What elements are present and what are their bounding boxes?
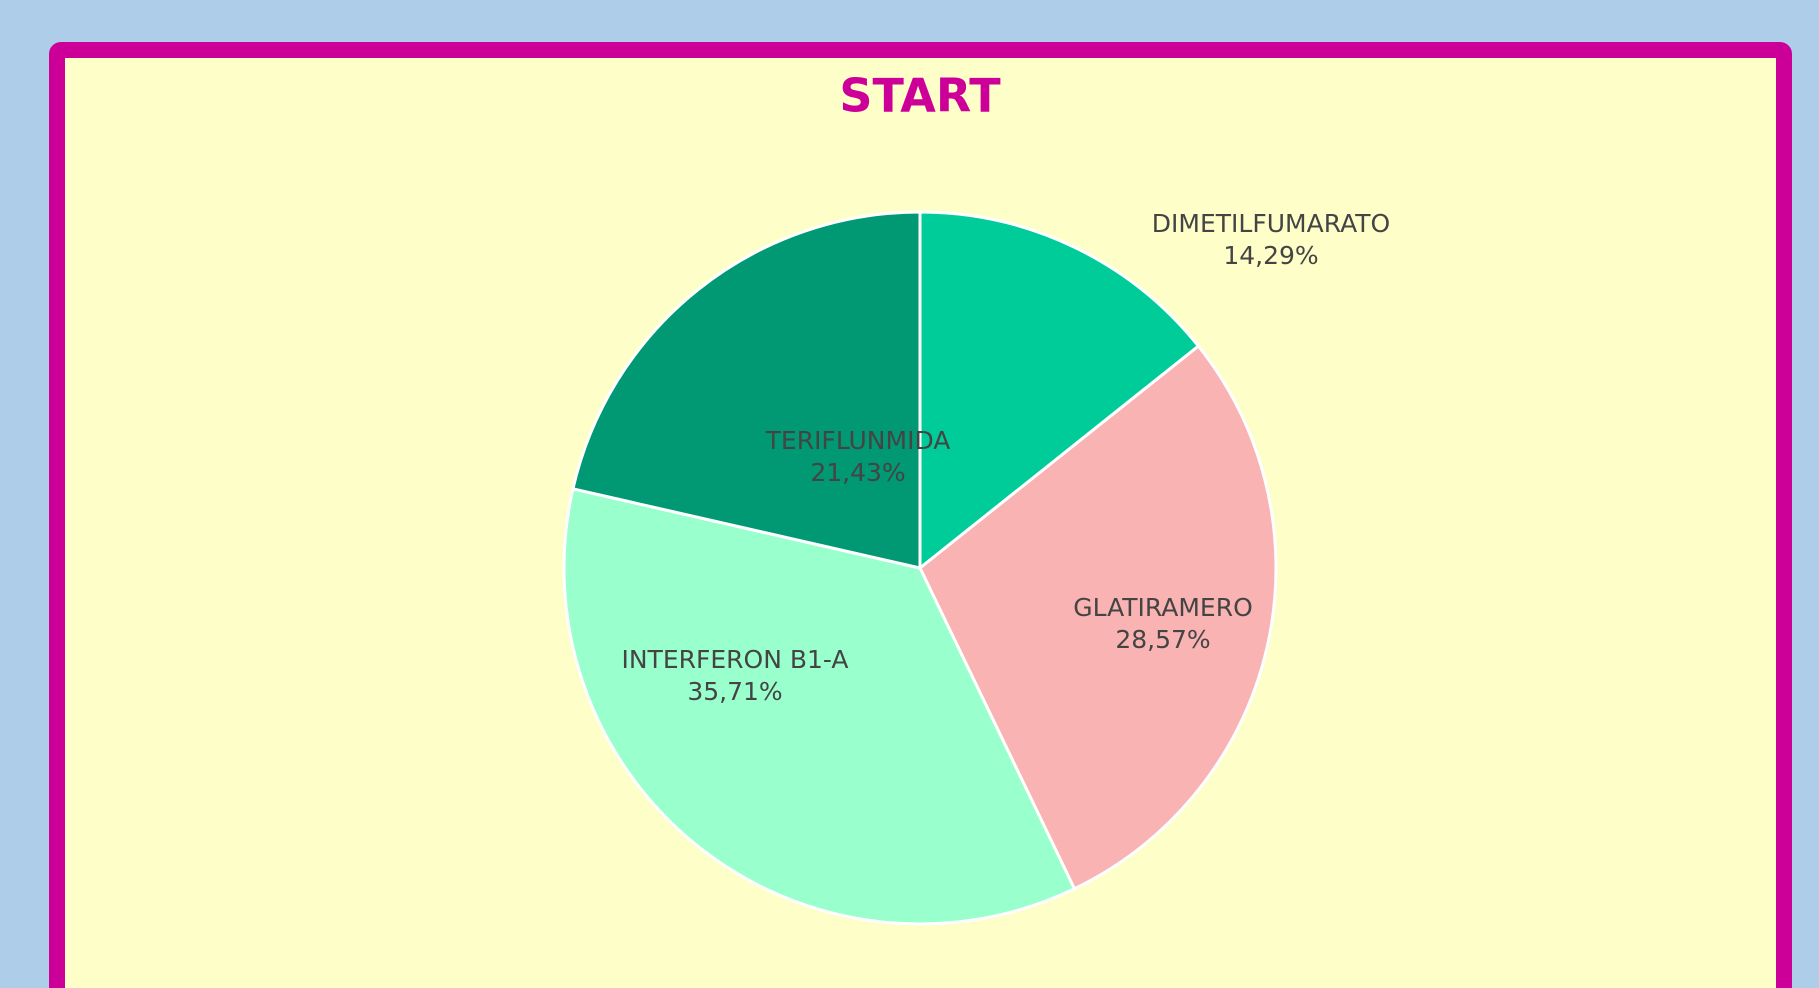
chart-title: START [839,69,1001,123]
slice-value: 14,29% [1223,241,1318,270]
slice-label: INTERFERON B1-A [621,645,848,674]
slice-value: 35,71% [687,677,782,706]
pie-slice [918,210,1201,572]
slice-value: 28,57% [1115,625,1210,654]
pie-slice [918,344,1278,891]
slice-label: DIMETILFUMARATO [1152,209,1390,238]
slice-label: TERIFLUNMIDA [765,426,951,455]
slice-value: 21,43% [810,458,905,487]
pie-slice [562,487,1077,926]
pie-slice [571,210,922,570]
slice-label: GLATIRAMERO [1073,593,1253,622]
